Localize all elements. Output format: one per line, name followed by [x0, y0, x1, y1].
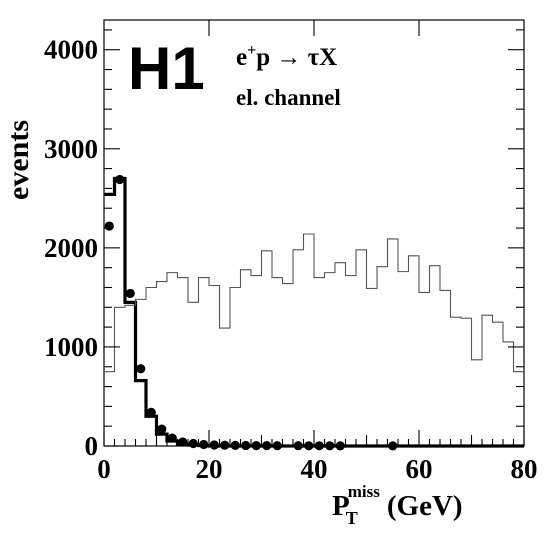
data-point	[241, 440, 251, 451]
data-point	[136, 364, 146, 374]
y-tick-label: 1000	[44, 332, 98, 362]
data-point	[146, 407, 156, 417]
data-point	[304, 441, 314, 451]
data-point	[220, 440, 230, 450]
x-tick-label: 40	[301, 454, 328, 484]
signal-histogram-line	[104, 176, 524, 448]
data-point	[388, 441, 398, 451]
process-label: e+p → τX	[236, 42, 337, 71]
data-point	[178, 437, 188, 447]
channel-label: el. channel	[236, 85, 341, 110]
y-tick-label: 3000	[44, 134, 98, 164]
series-layer	[104, 174, 524, 451]
x-axis-label: PTmiss (GeV)	[332, 482, 463, 528]
data-point	[251, 441, 261, 451]
y-tick-label: 0	[85, 431, 99, 461]
y-tick-label: 2000	[44, 233, 98, 263]
data-point	[293, 441, 303, 451]
data-point	[272, 441, 282, 451]
data-point	[188, 438, 198, 449]
data-point	[335, 441, 345, 451]
data-point	[209, 440, 219, 450]
y-axis-label: events	[2, 120, 35, 200]
x-tick-label: 20	[196, 454, 223, 484]
data-point	[199, 439, 209, 450]
h1-logo: H1	[128, 35, 205, 102]
data-point	[125, 288, 135, 299]
data-point	[314, 441, 324, 451]
axis-layer: 0 20 40 60 80 0 1000 2000 3000 4000	[44, 20, 538, 484]
x-tick-label: 0	[97, 454, 111, 484]
background-histogram-line	[104, 233, 524, 373]
data-point	[104, 221, 114, 231]
data-point	[157, 424, 167, 434]
data-point	[115, 174, 125, 185]
x-tick-label: 60	[406, 454, 433, 484]
y-tick-label: 4000	[44, 35, 98, 65]
x-tick-label: 80	[511, 454, 538, 484]
data-point	[167, 433, 177, 443]
data-point	[325, 441, 335, 451]
data-point	[230, 440, 240, 451]
data-point	[262, 441, 272, 451]
